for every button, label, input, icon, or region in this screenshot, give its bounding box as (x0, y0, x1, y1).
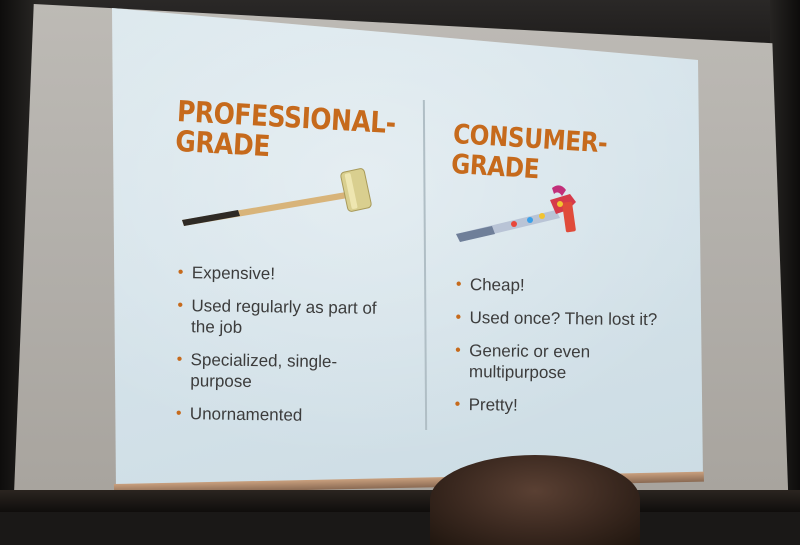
bullet-item: Cheap! (456, 274, 676, 297)
bullet-item: Expensive! (178, 262, 398, 286)
consumer-grade-heading: CONSUMER- GRADE (450, 119, 608, 189)
professional-grade-heading: PROFESSIONAL- GRADE (175, 94, 397, 168)
slide-glare (112, 8, 703, 492)
bullet-item: Specialized, single-purpose (176, 349, 397, 394)
sledgehammer-icon (182, 168, 372, 226)
bullet-item: Unornamented (176, 403, 396, 427)
consumer-bullet-list: Cheap! Used once? Then lost it? Generic … (454, 274, 676, 429)
stage-edge (0, 490, 800, 512)
claw-hammer-icon (456, 185, 576, 242)
professional-bullet-list: Expensive! Used regularly as part of the… (176, 262, 398, 439)
bullet-item: Generic or even multipurpose (455, 340, 675, 384)
audience-member-head (430, 455, 640, 545)
bullet-item: Used once? Then lost it? (455, 307, 675, 330)
bullet-item: Pretty! (455, 394, 675, 417)
bullet-item: Used regularly as part of the job (177, 295, 398, 340)
